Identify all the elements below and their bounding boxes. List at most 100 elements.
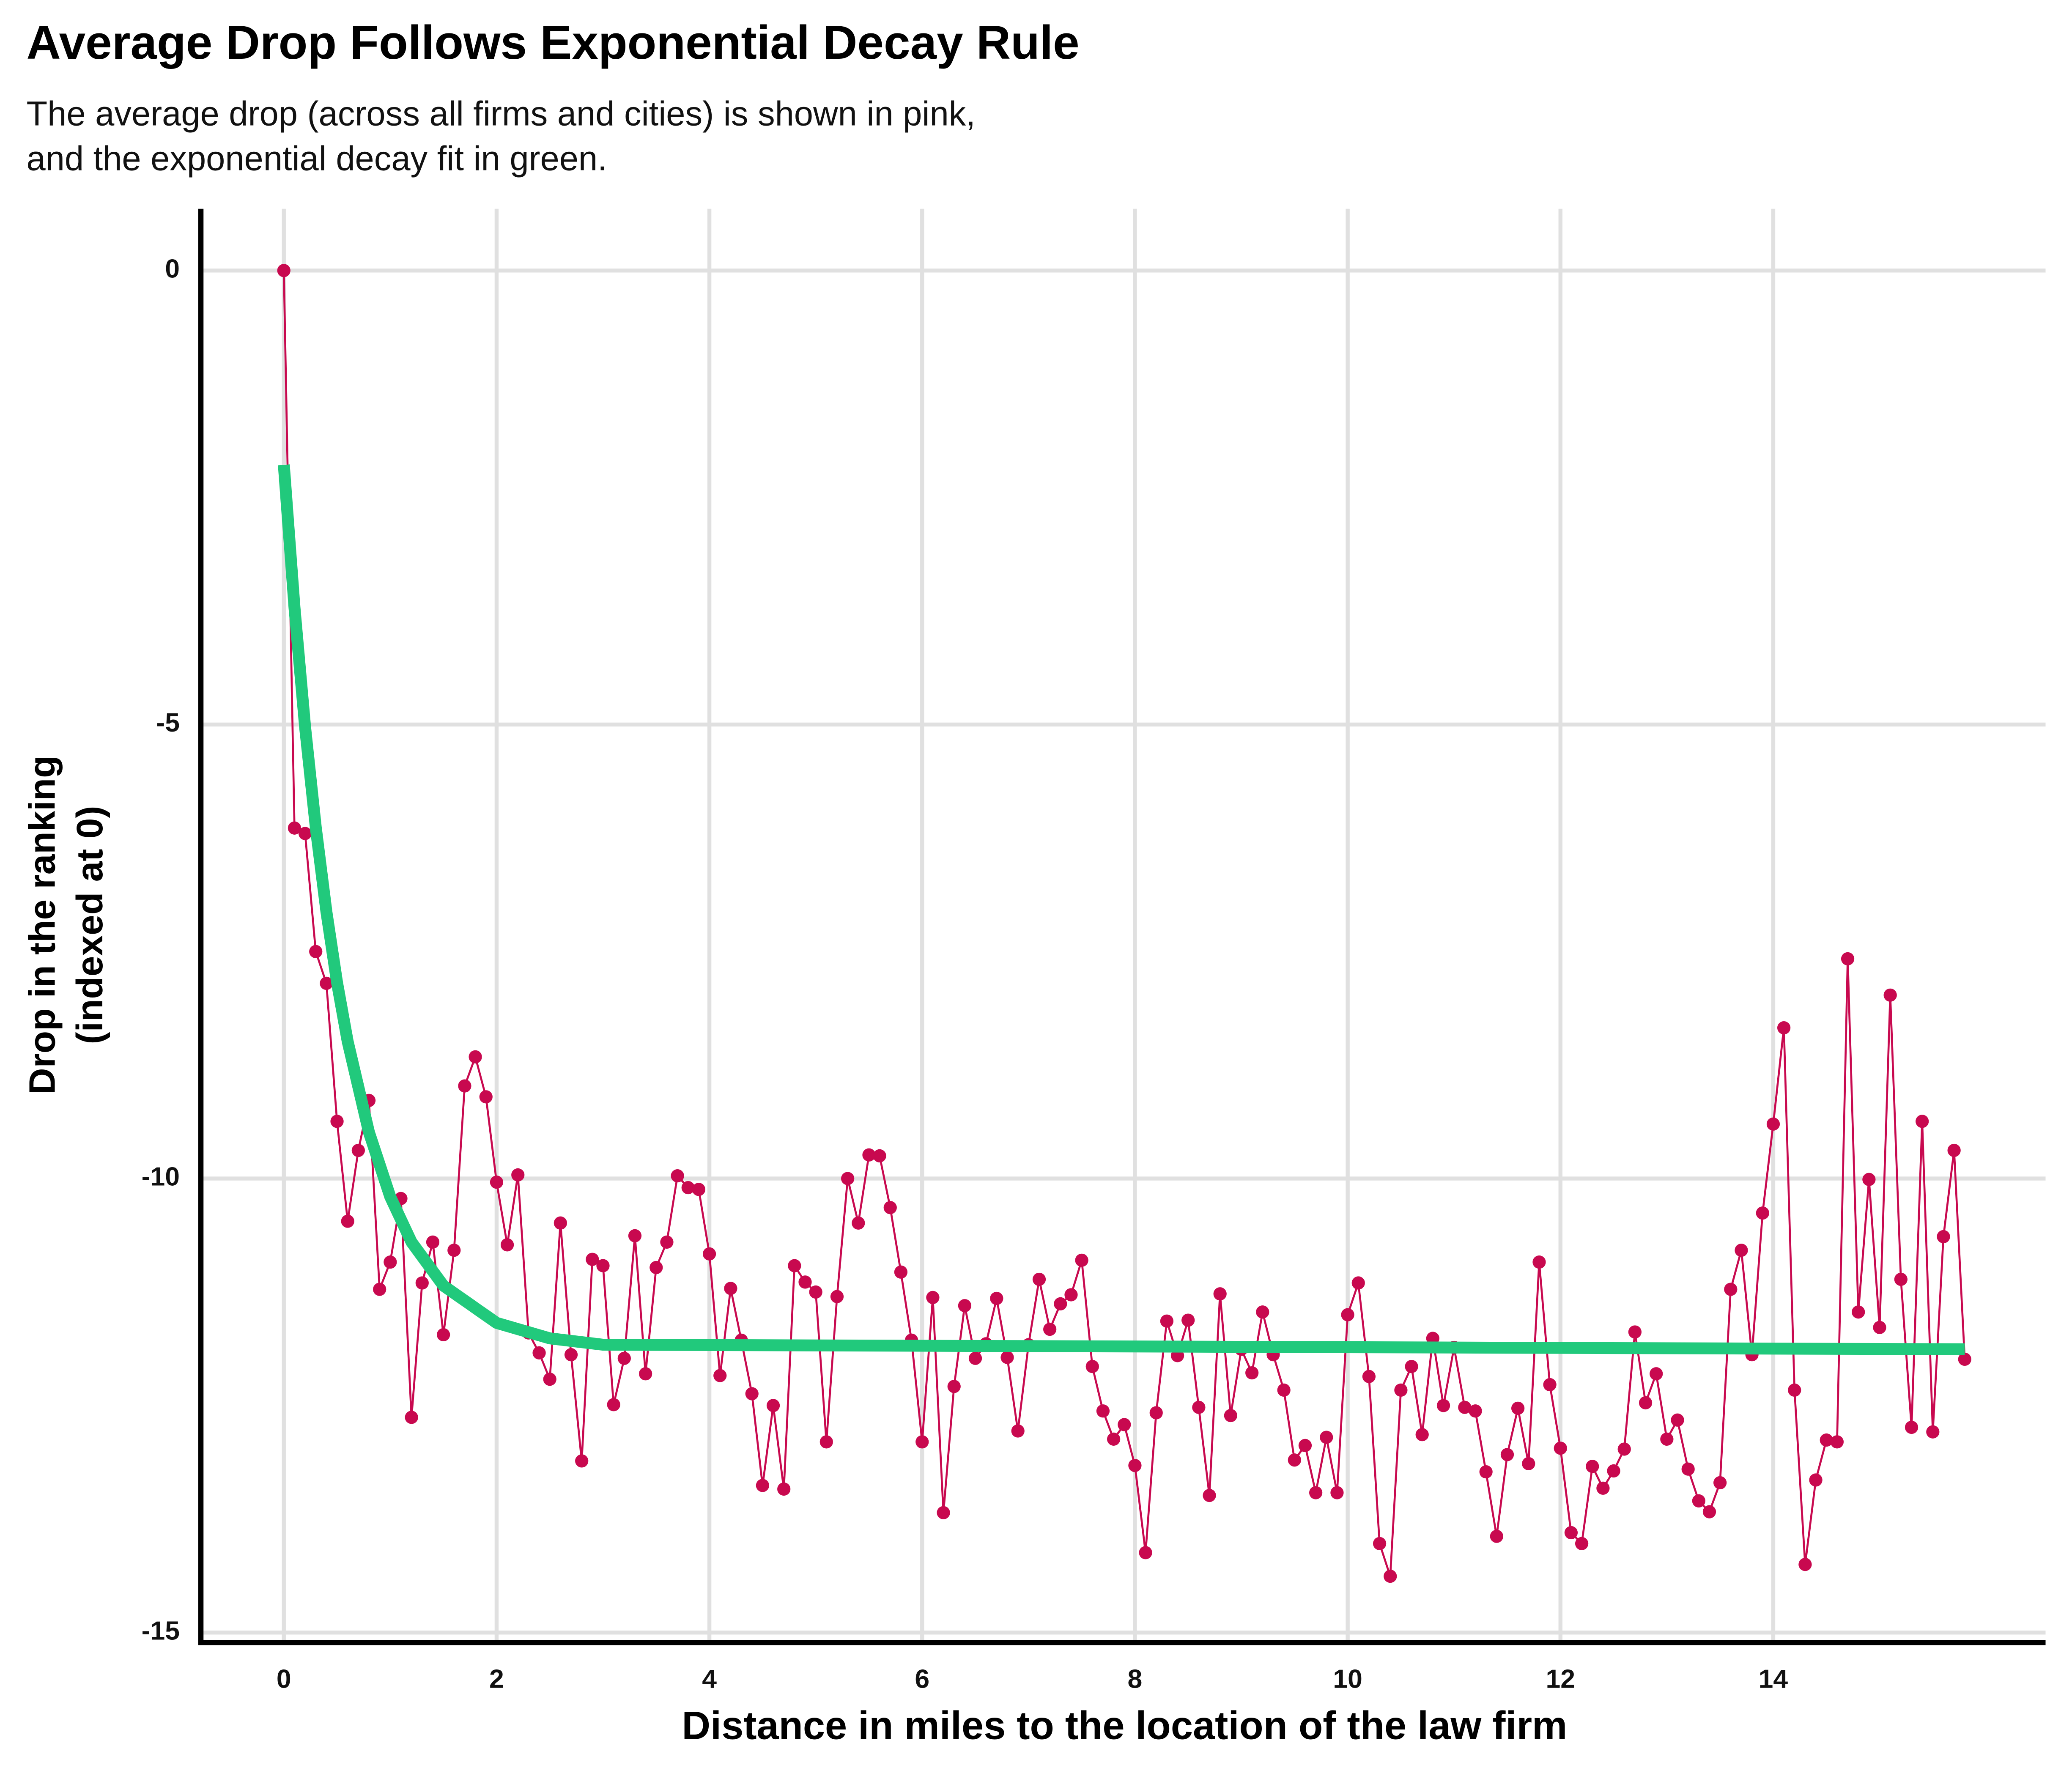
data-point — [1384, 1569, 1397, 1583]
data-point — [1777, 1021, 1791, 1035]
data-point — [1522, 1457, 1535, 1470]
data-point — [1862, 1173, 1876, 1186]
data-point — [1916, 1115, 1929, 1128]
data-point — [373, 1283, 386, 1296]
data-point — [607, 1398, 620, 1411]
data-point — [1883, 988, 1897, 1002]
data-point — [1128, 1459, 1142, 1472]
data-point — [1958, 1352, 1971, 1366]
data-point — [1650, 1367, 1663, 1381]
data-point — [1830, 1435, 1844, 1449]
data-point — [830, 1290, 844, 1303]
data-point — [968, 1351, 982, 1365]
data-point — [1011, 1424, 1025, 1438]
data-point — [681, 1181, 695, 1195]
data-point — [1298, 1439, 1312, 1453]
data-point — [1160, 1314, 1174, 1328]
data-point — [1107, 1432, 1121, 1446]
x-tick-label: 12 — [1546, 1664, 1576, 1694]
y-axis-label: Drop in the ranking — [21, 755, 63, 1094]
data-point — [1724, 1283, 1738, 1296]
data-point — [564, 1348, 578, 1362]
grid — [201, 208, 2046, 1643]
data-point — [724, 1282, 737, 1295]
data-point — [1043, 1322, 1057, 1336]
data-point — [1820, 1433, 1833, 1447]
data-point — [692, 1183, 706, 1196]
data-point — [1118, 1418, 1131, 1431]
data-point — [1085, 1359, 1099, 1373]
data-point — [1798, 1558, 1812, 1571]
data-point — [1256, 1305, 1269, 1319]
data-point — [320, 976, 333, 990]
data-point — [351, 1143, 365, 1157]
data-point — [915, 1435, 929, 1449]
data-point — [777, 1482, 791, 1496]
data-point — [788, 1259, 801, 1272]
data-point — [862, 1148, 876, 1162]
data-point — [426, 1235, 440, 1249]
data-point — [1181, 1313, 1195, 1327]
data-point — [628, 1229, 642, 1242]
data-point — [415, 1276, 429, 1290]
x-tick-label: 14 — [1759, 1664, 1788, 1694]
data-point — [511, 1168, 525, 1182]
data-point — [1373, 1537, 1387, 1550]
data-point — [713, 1369, 727, 1382]
data-point — [1692, 1494, 1705, 1508]
data-point — [330, 1115, 344, 1128]
data-point — [1671, 1413, 1684, 1427]
data-point — [1192, 1401, 1206, 1414]
data-point — [1351, 1276, 1365, 1290]
data-point — [1543, 1378, 1557, 1392]
data-point — [650, 1261, 663, 1274]
data-point — [1575, 1537, 1589, 1550]
data-point — [543, 1373, 556, 1386]
fit-line — [278, 464, 1965, 1355]
data-point — [1596, 1481, 1610, 1495]
data-point — [341, 1214, 354, 1228]
data-point — [1096, 1404, 1110, 1418]
x-tick-label: 0 — [277, 1664, 291, 1694]
data-point — [1075, 1253, 1088, 1267]
data-point — [1458, 1401, 1472, 1414]
data-point — [660, 1235, 674, 1249]
data-point — [1415, 1428, 1429, 1442]
plot-area — [277, 264, 1971, 1583]
data-point — [990, 1291, 1003, 1305]
data-point — [1330, 1486, 1344, 1499]
x-tick-label: 10 — [1333, 1664, 1362, 1694]
data-point — [1288, 1453, 1301, 1467]
data-point — [532, 1346, 546, 1360]
data-point — [947, 1380, 961, 1393]
y-tick-label: -5 — [156, 708, 180, 737]
data-point — [883, 1201, 897, 1214]
data-point — [490, 1176, 504, 1189]
data-point — [1394, 1383, 1408, 1397]
data-point — [1500, 1448, 1514, 1461]
data-point — [1713, 1476, 1727, 1490]
data-point — [1660, 1432, 1674, 1446]
data-point — [1735, 1244, 1748, 1257]
data-point — [1405, 1359, 1418, 1373]
data-point — [809, 1285, 822, 1299]
y-tick-label: 0 — [165, 254, 180, 283]
data-point — [852, 1216, 865, 1230]
data-point — [1436, 1399, 1450, 1412]
x-tick-label: 2 — [489, 1664, 504, 1694]
data-point — [1586, 1460, 1599, 1473]
data-point — [1766, 1117, 1780, 1131]
data-point — [1362, 1370, 1376, 1383]
data-point — [1469, 1404, 1482, 1418]
x-tick-label: 8 — [1128, 1664, 1143, 1694]
data-point — [1788, 1383, 1801, 1397]
y-tick-label: -15 — [142, 1616, 180, 1645]
data-point — [702, 1247, 716, 1261]
data-point — [298, 827, 312, 840]
data-point — [1213, 1287, 1227, 1301]
data-point — [1639, 1396, 1653, 1410]
data-point — [554, 1216, 567, 1230]
data-point — [458, 1079, 471, 1093]
